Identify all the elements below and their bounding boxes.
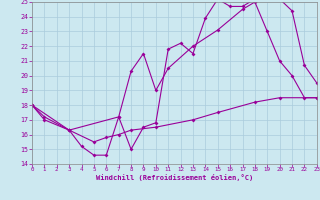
X-axis label: Windchill (Refroidissement éolien,°C): Windchill (Refroidissement éolien,°C): [96, 174, 253, 181]
